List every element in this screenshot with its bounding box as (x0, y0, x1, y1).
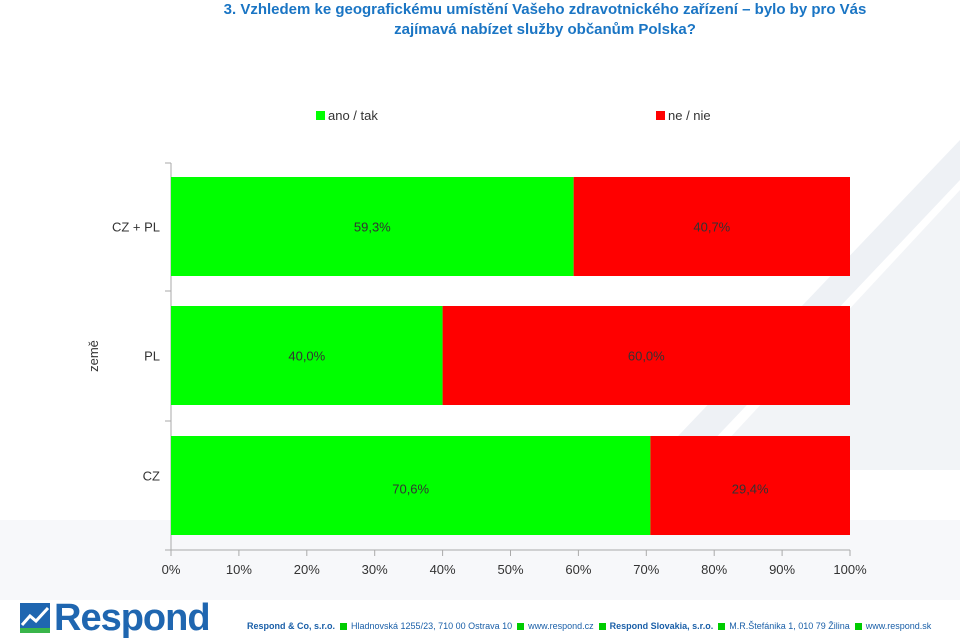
data-label-no-2: 29,4% (732, 482, 769, 497)
data-label-no-1: 60,0% (628, 349, 665, 364)
footer: Respond Respond & Co, s.r.o. Hladnovská … (0, 596, 960, 644)
logo-text: Respond (54, 597, 211, 639)
data-label-yes-1: 40,0% (288, 349, 325, 364)
category-label-0: CZ + PL (112, 220, 160, 235)
legend-swatch-yes (316, 111, 325, 120)
bar-no-1 (442, 306, 850, 405)
footer-web-cz[interactable]: www.respond.cz (528, 621, 594, 631)
x-tick-label: 80% (701, 562, 727, 577)
bar-yes-1 (171, 306, 443, 405)
title-line-1: 3. Vzhledem ke geografickému umístění Va… (223, 1, 867, 18)
bar-yes-2 (171, 436, 651, 535)
x-tick-label: 10% (226, 562, 252, 577)
legend-label-yes: ano / tak (328, 108, 378, 123)
footer-company-cz: Respond & Co, s.r.o. (247, 621, 336, 631)
bar-no-2 (650, 436, 850, 535)
legend-swatch-no (656, 111, 665, 120)
x-tick-label: 0% (162, 562, 181, 577)
stacked-bar-chart: 59,3% 40,7% CZ + PL 40,0% 60,0% PL 70,6% 29,4% C… (86, 162, 867, 577)
category-label-2: CZ (143, 469, 160, 484)
legend-item-no: ne / nie (656, 108, 711, 123)
footer-address-sk: M.R.Štefánika 1, 010 79 Žilina (729, 621, 850, 631)
y-axis-title: země (86, 340, 101, 372)
data-label-yes-2: 70,6% (392, 482, 429, 497)
x-tick-label: 30% (362, 562, 388, 577)
x-tick-label: 40% (430, 562, 456, 577)
footer-contacts: Respond & Co, s.r.o. Hladnovská 1255/23,… (247, 621, 931, 631)
chart-title: 3. Vzhledem ke geografickému umístění Va… (150, 0, 940, 40)
footer-web-sk[interactable]: www.respond.sk (865, 621, 932, 631)
footer-bullet-icon (517, 622, 525, 630)
footer-company-sk: Respond Slovakia, s.r.o. (609, 621, 714, 631)
x-tick-label: 60% (565, 562, 591, 577)
x-tick-label: 70% (633, 562, 659, 577)
respond-logo: Respond (20, 597, 211, 639)
x-tick-label: 20% (294, 562, 320, 577)
legend-label-no: ne / nie (668, 108, 711, 123)
data-label-no-0: 40,7% (693, 220, 730, 235)
footer-bullet-icon (598, 622, 606, 630)
title-line-2: zajímavá nabízet služby občanům Polska? (394, 21, 696, 38)
footer-bullet-icon (340, 622, 348, 630)
footer-bullet-icon (854, 622, 862, 630)
x-tick-label: 50% (497, 562, 523, 577)
bar-yes-0 (171, 177, 574, 276)
legend-item-yes: ano / tak (316, 108, 378, 123)
footer-bullet-icon (718, 622, 726, 630)
footer-address-cz: Hladnovská 1255/23, 710 00 Ostrava 10 (351, 621, 513, 631)
x-tick-label: 100% (833, 562, 867, 577)
data-label-yes-0: 59,3% (354, 220, 391, 235)
x-tick-label: 90% (769, 562, 795, 577)
bar-no-0 (573, 177, 850, 276)
logo-chart-icon (20, 603, 50, 633)
category-label-1: PL (144, 349, 160, 364)
